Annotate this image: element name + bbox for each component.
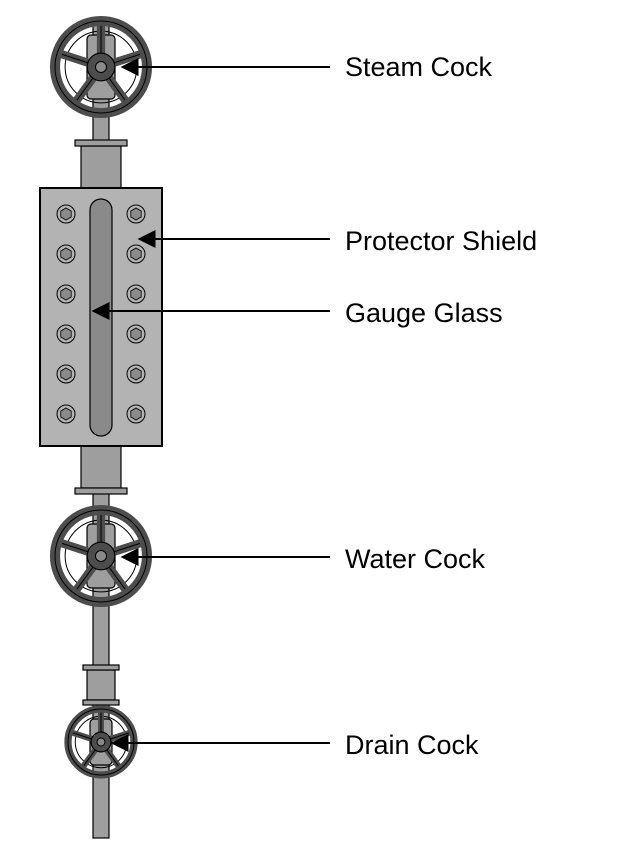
pipe-flange [81, 146, 121, 188]
pipe-flange [81, 446, 121, 488]
shield-label: Protector Shield [345, 226, 537, 256]
gauge-glass [90, 199, 112, 436]
drain-valve-icon [68, 709, 134, 775]
steam-label: Steam Cock [345, 52, 493, 82]
drain-label: Drain Cock [345, 730, 479, 760]
pipe-coupling [87, 670, 115, 700]
steam-valve-icon [55, 21, 147, 113]
water-valve-icon [55, 510, 147, 602]
glass-label: Gauge Glass [345, 298, 503, 328]
water-label: Water Cock [345, 544, 486, 574]
